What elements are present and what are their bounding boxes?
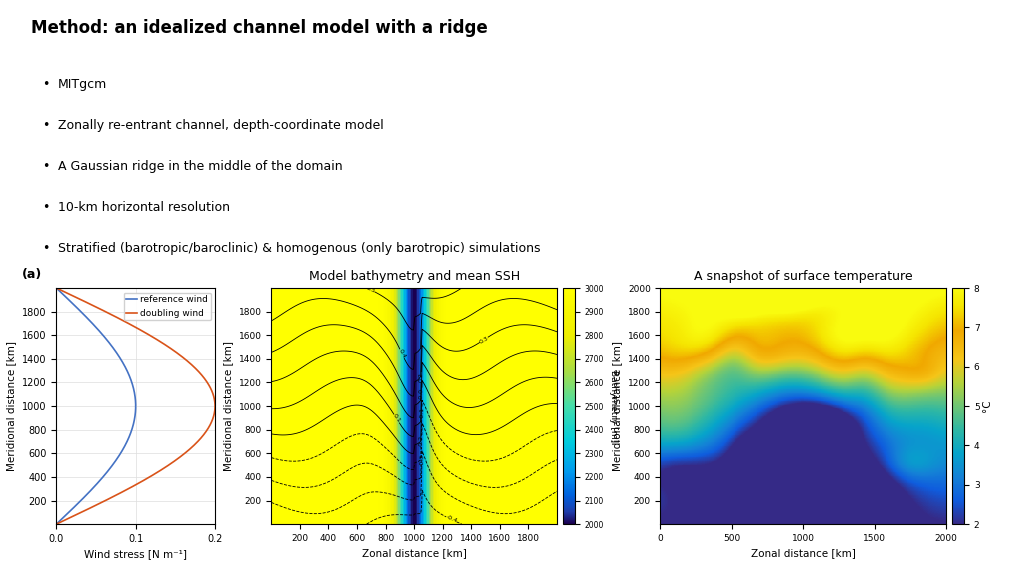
Text: •: • [42, 201, 49, 214]
Text: Zonally re-entrant channel, depth-coordinate model: Zonally re-entrant channel, depth-coordi… [57, 119, 383, 132]
X-axis label: Zonal distance [km]: Zonal distance [km] [361, 548, 467, 559]
Text: A Gaussian ridge in the middle of the domain: A Gaussian ridge in the middle of the do… [57, 160, 342, 173]
Text: -0.2: -0.2 [419, 435, 424, 447]
Legend: reference wind, doubling wind: reference wind, doubling wind [124, 293, 211, 320]
Text: •: • [42, 242, 49, 255]
doubling wind [208, 393, 220, 400]
Text: 0.4: 0.4 [397, 348, 407, 359]
reference wind [129, 407, 141, 414]
X-axis label: Wind stress [N m⁻¹]: Wind stress [N m⁻¹] [84, 550, 187, 559]
doubling wind [62, 290, 75, 297]
Y-axis label: Bathymetry [m]: Bathymetry [m] [609, 370, 618, 442]
Text: 0.3: 0.3 [478, 335, 489, 344]
Title: Model bathymetry and mean SSH: Model bathymetry and mean SSH [308, 270, 520, 283]
reference wind [50, 285, 62, 291]
X-axis label: Zonal distance [km]: Zonal distance [km] [751, 548, 856, 559]
reference wind [129, 393, 141, 400]
reference wind [93, 327, 105, 334]
Y-axis label: Meridional distance [km]: Meridional distance [km] [223, 341, 233, 471]
Text: (a): (a) [22, 268, 42, 281]
Text: Stratified (barotropic/baroclinic) & homogenous (only barotropic) simulations: Stratified (barotropic/baroclinic) & hom… [57, 242, 540, 255]
Y-axis label: °C: °C [982, 400, 992, 412]
Text: 0.1: 0.1 [392, 413, 401, 424]
doubling wind [202, 380, 214, 387]
Text: MITgcm: MITgcm [57, 78, 106, 91]
Y-axis label: Meridional distance [km]: Meridional distance [km] [6, 341, 16, 471]
Text: 0.5: 0.5 [365, 286, 376, 294]
Y-axis label: Meridional distance [km]: Meridional distance [km] [612, 341, 623, 471]
Text: •: • [42, 78, 49, 91]
Text: -0.0: -0.0 [419, 388, 424, 400]
reference wind [126, 380, 138, 387]
Text: Method: an idealized channel model with a ridge: Method: an idealized channel model with … [31, 20, 487, 37]
reference wind [129, 408, 141, 415]
reference wind [56, 290, 69, 297]
Line: reference wind: reference wind [56, 288, 135, 524]
Text: -0.4: -0.4 [444, 515, 458, 524]
doubling wind [50, 521, 62, 528]
Text: -0.1: -0.1 [419, 407, 425, 419]
doubling wind [209, 407, 221, 414]
reference wind [50, 521, 62, 528]
doubling wind [50, 285, 62, 291]
Text: 10-km horizontal resolution: 10-km horizontal resolution [57, 201, 229, 214]
doubling wind [135, 327, 147, 334]
Title: A snapshot of surface temperature: A snapshot of surface temperature [694, 270, 912, 283]
Text: -0.3: -0.3 [419, 454, 425, 466]
Text: •: • [42, 119, 49, 132]
Line: doubling wind: doubling wind [56, 288, 215, 524]
doubling wind [209, 408, 221, 415]
Text: 0.2: 0.2 [419, 372, 424, 382]
Text: •: • [42, 160, 49, 173]
